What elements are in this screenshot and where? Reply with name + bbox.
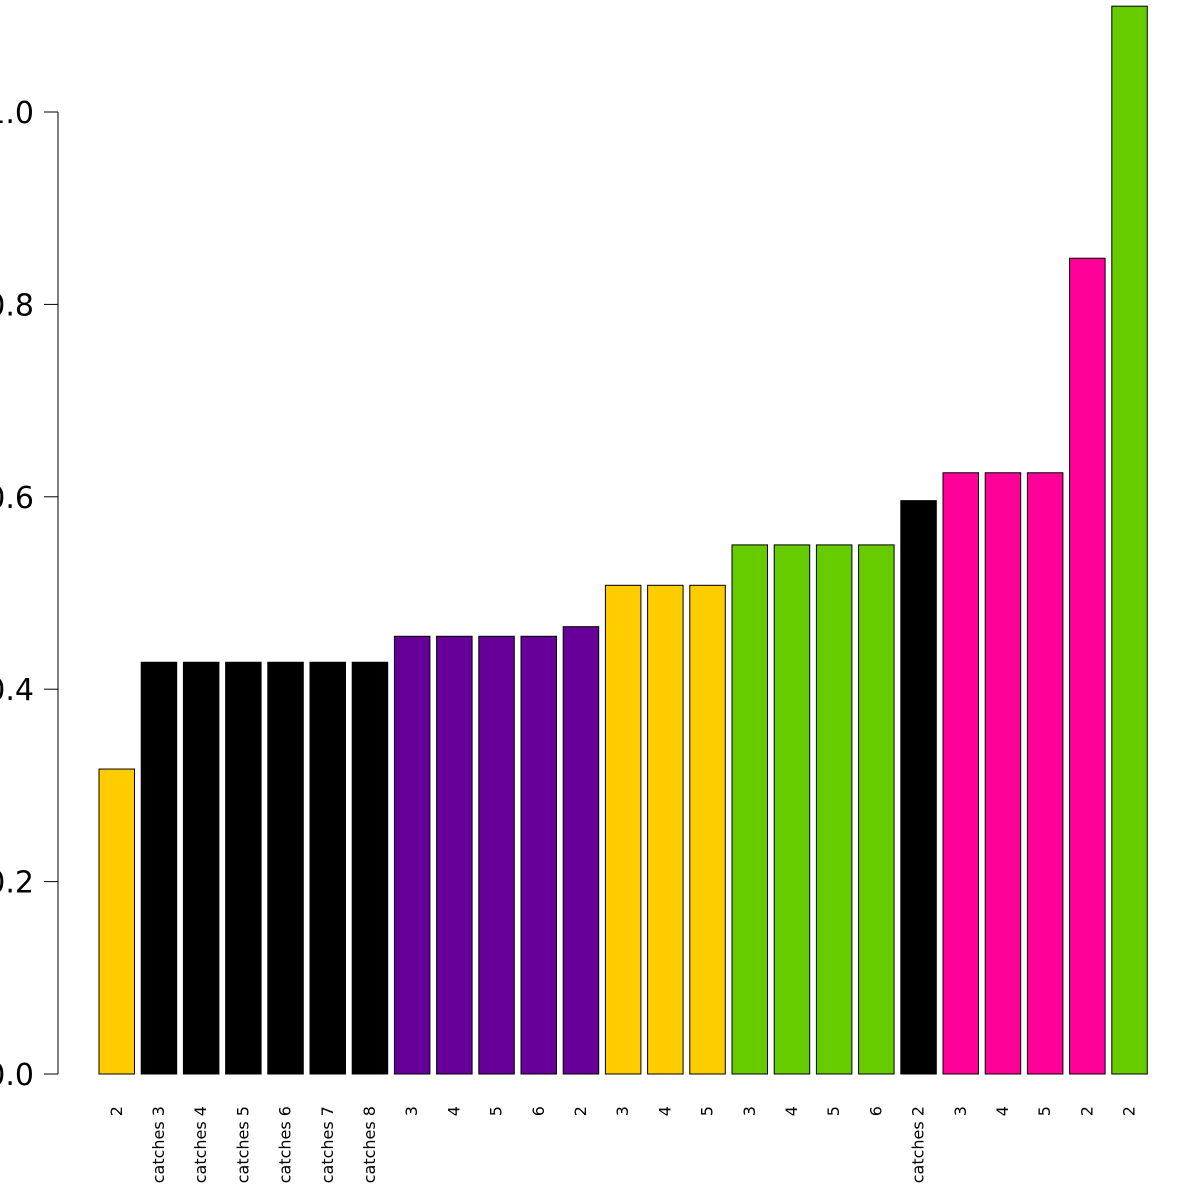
bar bbox=[393, 635, 431, 1075]
bar bbox=[604, 584, 642, 1075]
x-tick-label: 4 bbox=[782, 1106, 801, 1116]
bar bbox=[98, 768, 135, 1075]
x-axis-labels: 2 catches 3 catches 4 catches 5 catches 6 cat… bbox=[107, 1106, 1139, 1183]
x-tick-label: catches 4 bbox=[191, 1106, 210, 1183]
bar bbox=[562, 626, 600, 1075]
y-tick-label: 0.8 bbox=[0, 288, 34, 323]
y-tick-label: 1.0 bbox=[0, 96, 34, 131]
bar bbox=[267, 661, 304, 1075]
bar bbox=[942, 472, 979, 1075]
bar bbox=[900, 500, 937, 1075]
bar bbox=[140, 661, 178, 1075]
bar bbox=[436, 635, 473, 1075]
x-tick-label: 4 bbox=[993, 1106, 1012, 1116]
y-tick-label: 0.6 bbox=[0, 481, 34, 516]
x-tick-label: 2 bbox=[1077, 1106, 1096, 1116]
x-tick-label: catches 5 bbox=[233, 1106, 252, 1183]
x-tick-label: 3 bbox=[740, 1106, 759, 1116]
x-tick-label: 5 bbox=[698, 1106, 717, 1116]
x-tick-label: 4 bbox=[655, 1106, 674, 1116]
x-tick-label: 5 bbox=[487, 1106, 506, 1116]
bars bbox=[98, 5, 1148, 1075]
bar bbox=[647, 584, 684, 1075]
bar bbox=[815, 544, 853, 1075]
bar bbox=[1111, 5, 1148, 1075]
x-tick-label: 2 bbox=[571, 1106, 590, 1116]
bar bbox=[773, 544, 811, 1075]
bar bbox=[351, 661, 389, 1075]
x-tick-label: 3 bbox=[402, 1106, 421, 1116]
y-tick-label: 0.2 bbox=[0, 866, 34, 901]
y-axis: 0.0 0.2 0.4 0.6 0.8 1.0 bbox=[0, 96, 59, 1093]
y-tick-label: 0.4 bbox=[0, 673, 34, 708]
bar bbox=[731, 544, 768, 1075]
x-tick-label: 5 bbox=[1035, 1106, 1054, 1116]
x-tick-label: catches 3 bbox=[149, 1106, 168, 1183]
bar bbox=[520, 635, 557, 1075]
bar bbox=[225, 661, 262, 1075]
x-tick-label: 3 bbox=[951, 1106, 970, 1116]
x-tick-label: 3 bbox=[613, 1106, 632, 1116]
x-tick-label: 5 bbox=[824, 1106, 843, 1116]
x-tick-label: 6 bbox=[866, 1106, 885, 1116]
x-tick-label: 4 bbox=[444, 1106, 463, 1116]
bar bbox=[478, 635, 515, 1075]
bar bbox=[1026, 472, 1064, 1075]
x-tick-label: catches 7 bbox=[318, 1106, 337, 1183]
x-tick-label: 2 bbox=[1120, 1106, 1139, 1116]
x-tick-label: catches 8 bbox=[360, 1106, 379, 1183]
bar bbox=[858, 544, 895, 1075]
x-tick-label: catches 6 bbox=[276, 1106, 295, 1183]
y-tick-label: 0.0 bbox=[0, 1058, 34, 1093]
x-tick-label: catches 2 bbox=[909, 1106, 928, 1183]
x-tick-label: 6 bbox=[529, 1106, 548, 1116]
bar bbox=[182, 661, 220, 1075]
bar bbox=[309, 661, 346, 1075]
x-tick-label: 2 bbox=[107, 1106, 126, 1116]
bar bbox=[1069, 257, 1106, 1075]
bar bbox=[984, 472, 1022, 1075]
bar bbox=[689, 584, 726, 1075]
